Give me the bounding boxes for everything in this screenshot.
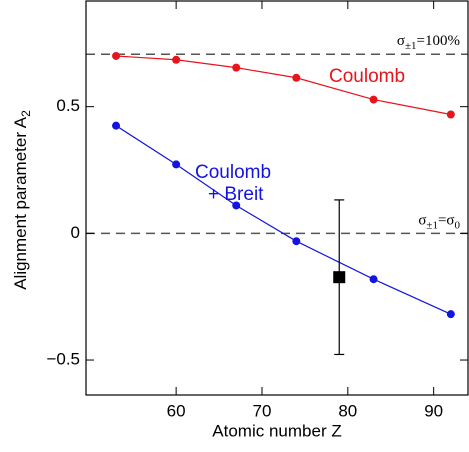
y-tick-label: 0 [71,223,80,242]
data-point [369,95,378,104]
series-label: Coulomb [195,162,271,183]
data-point [369,275,378,284]
data-point [112,121,121,130]
reference-label-part: =100% [417,34,460,50]
reference-label: σ±1=σ0 [418,213,460,231]
x-axis-label: Atomic number Z [212,421,341,440]
y-axis-label-sub: 2 [19,110,33,117]
data-point [333,271,346,284]
data-point [446,310,455,319]
reference-label-part: ±1 [426,219,438,231]
reference-label-part: ±1 [405,40,417,52]
y-tick-label: −0.5 [46,350,80,369]
y-axis-label-main: Alignment parameter A [11,116,30,290]
data-point [446,110,455,119]
data-point [232,201,241,210]
x-tick-label: 60 [167,401,186,420]
x-tick-label: 80 [338,401,357,420]
reference-label-part: σ [397,34,405,50]
series-line [116,55,451,116]
data-point [172,55,181,64]
series-label: Coulomb [329,66,405,87]
series-label: + Breit [208,184,264,205]
data-point [292,237,301,246]
data-point [232,63,241,72]
y-tick-label: 0.5 [56,96,80,115]
x-tick-label: 90 [424,401,443,420]
plot-frame [85,0,469,396]
reference-label-part: 0 [455,219,461,231]
reference-label-part: σ [418,213,426,229]
data-point [112,51,121,60]
data-point [292,73,301,82]
data-point [172,160,181,169]
series-line [115,125,452,315]
reference-label-part: =σ [438,213,455,229]
reference-label: σ±1=100% [397,34,460,52]
y-axis-label: Alignment parameter A2 [11,110,33,290]
x-tick-label: 70 [253,401,272,420]
